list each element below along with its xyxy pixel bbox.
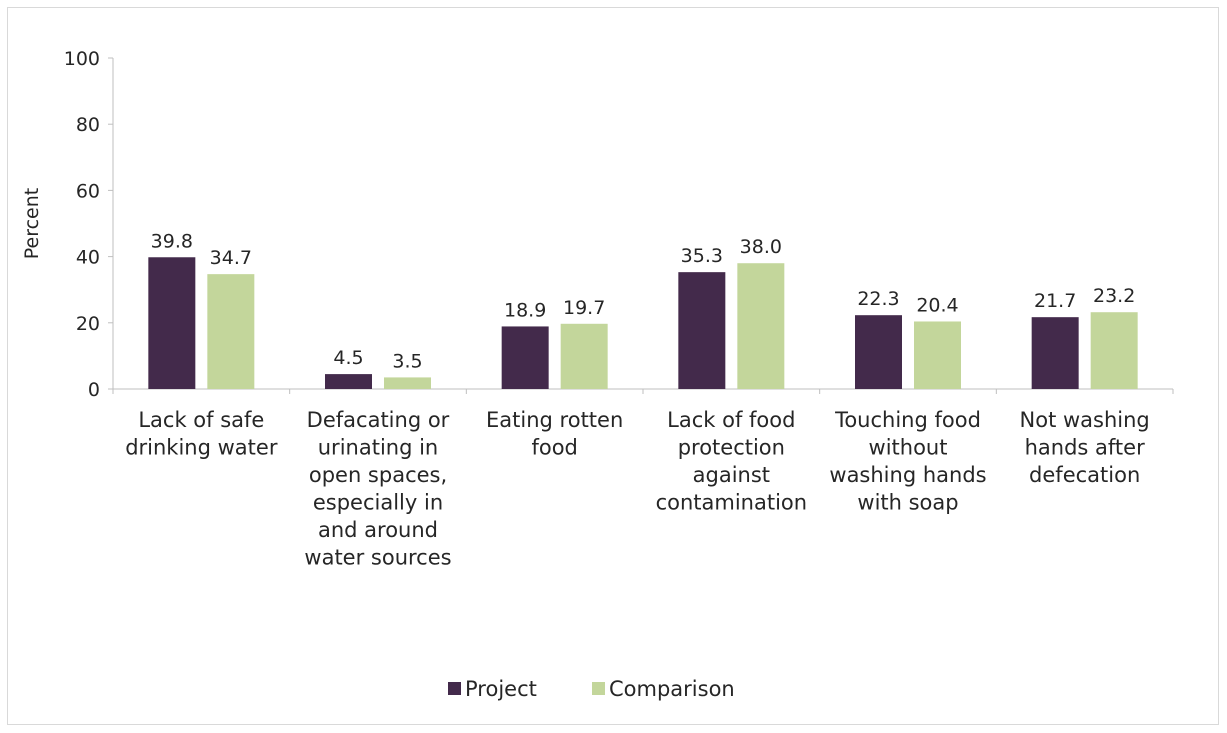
y-tick-label: 100 <box>64 48 100 70</box>
bar-comparison <box>914 321 961 389</box>
x-category-label: Lack of food protection against contaminati… <box>656 408 808 515</box>
data-label: 34.7 <box>210 247 252 269</box>
bar-project <box>855 315 902 389</box>
chart-frame <box>7 7 1219 725</box>
legend-swatch-project <box>448 682 461 695</box>
y-axis-title: Percent <box>21 188 43 260</box>
bar-comparison <box>560 323 608 389</box>
bar-project <box>501 326 549 389</box>
data-label: 22.3 <box>857 288 899 310</box>
bar-project <box>678 272 726 389</box>
legend-label-project: Project <box>465 677 537 701</box>
data-label: 20.4 <box>916 294 958 316</box>
data-label: 23.2 <box>1093 285 1135 307</box>
legend-swatch-comparison <box>592 682 605 695</box>
data-label: 3.5 <box>392 350 422 372</box>
x-category-label: Touching food without washing hands with so… <box>829 408 986 515</box>
x-category-label: Lack of safe drinking water <box>125 408 278 460</box>
data-label: 4.5 <box>333 347 363 369</box>
y-tick-label: 20 <box>76 313 100 335</box>
bar-comparison <box>737 263 785 389</box>
bar-comparison <box>1090 312 1138 389</box>
bar-project <box>148 257 196 389</box>
data-label: 38.0 <box>740 236 782 258</box>
bar-comparison <box>207 274 255 389</box>
data-label: 39.8 <box>151 230 193 252</box>
legend-label-comparison: Comparison <box>609 677 735 701</box>
x-category-label: Eating rotten food <box>486 408 623 460</box>
data-label: 19.7 <box>563 297 605 319</box>
data-label: 18.9 <box>504 299 546 321</box>
y-tick-label: 0 <box>88 379 100 401</box>
data-label: 21.7 <box>1034 290 1076 312</box>
x-category-label: Not washing hands after defecation <box>1020 408 1150 487</box>
bar-project <box>325 374 372 389</box>
bar-comparison <box>384 377 431 389</box>
data-label: 35.3 <box>681 245 723 267</box>
bar-project <box>1031 317 1079 389</box>
y-tick-label: 40 <box>76 247 100 269</box>
y-tick-label: 80 <box>76 114 100 136</box>
x-category-label: Defacating or urinating in open spaces, esp… <box>304 408 451 570</box>
y-tick-label: 60 <box>76 180 100 202</box>
